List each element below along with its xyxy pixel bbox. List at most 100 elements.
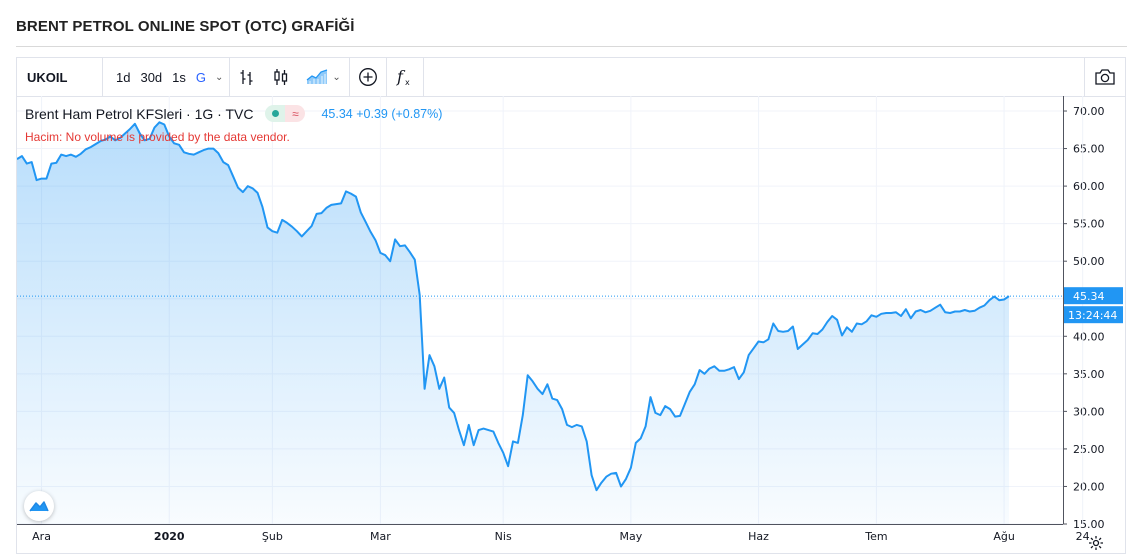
price-chart[interactable]: 15.0020.0025.0030.0035.0040.0045.0050.00…: [17, 58, 1125, 553]
interval-30d[interactable]: 30d: [140, 69, 163, 85]
data-point: [714, 366, 715, 367]
data-point: [277, 232, 278, 233]
data-point: [493, 431, 494, 432]
legend-price: 45.34 +0.39 (+0.87%): [321, 106, 443, 121]
interval-1d[interactable]: 1d: [116, 69, 131, 85]
data-point: [483, 428, 484, 429]
data-point: [301, 236, 302, 237]
data-point: [999, 300, 1000, 301]
y-tick-label: 20.00: [1073, 480, 1105, 493]
data-point: [90, 146, 91, 147]
candlestick-button[interactable]: [264, 58, 298, 96]
data-point: [954, 311, 955, 312]
chart-settings-button[interactable]: [1085, 532, 1107, 554]
data-point: [336, 204, 337, 205]
data-point: [532, 381, 533, 382]
data-point: [640, 438, 641, 439]
data-point: [414, 259, 415, 260]
legend-status-pills[interactable]: ≈: [265, 105, 306, 122]
x-tick-label: 24: [1076, 530, 1090, 543]
data-point: [886, 312, 887, 313]
x-tick-label: May: [619, 530, 642, 543]
bar-chart-icon: [240, 70, 253, 85]
data-point: [183, 152, 184, 153]
symbol-search-button[interactable]: UKOIL: [17, 58, 103, 96]
chevron-down-icon[interactable]: ⌄: [215, 71, 224, 83]
data-point: [596, 490, 597, 491]
data-point: [979, 307, 980, 308]
data-point: [704, 373, 705, 374]
data-point: [768, 339, 769, 340]
data-point: [331, 204, 332, 205]
x-tick-label: Ara: [32, 530, 51, 543]
interval-g[interactable]: G: [195, 69, 207, 85]
data-point: [341, 203, 342, 204]
data-point: [827, 321, 828, 322]
data-point: [419, 294, 420, 295]
data-point: [31, 161, 32, 162]
data-point: [900, 315, 901, 316]
data-point: [763, 342, 764, 343]
data-point: [26, 163, 27, 164]
data-point: [738, 378, 739, 379]
data-point: [478, 430, 479, 431]
price-area: [17, 122, 1009, 525]
data-point: [989, 300, 990, 301]
add-indicator-button[interactable]: [350, 58, 387, 96]
data-point: [61, 154, 62, 155]
market-status-icon: [265, 105, 286, 122]
data-point: [694, 384, 695, 385]
data-point: [326, 207, 327, 208]
data-point: [262, 207, 263, 208]
interval-1s[interactable]: 1s: [172, 69, 186, 85]
chart-style-button[interactable]: ⌄: [298, 58, 350, 96]
add-indicator-icon: [358, 68, 377, 86]
data-point: [547, 384, 548, 385]
data-point: [645, 426, 646, 427]
data-point: [797, 348, 798, 349]
data-point: [571, 427, 572, 428]
data-point: [758, 341, 759, 342]
data-point: [709, 368, 710, 369]
data-point: [345, 191, 346, 192]
x-tick-label: Tem: [864, 530, 887, 543]
bar-chart-button[interactable]: [230, 58, 264, 96]
delayed-data-icon: ≈: [285, 105, 306, 122]
data-point: [321, 213, 322, 214]
price-line: [17, 121, 1010, 492]
data-point: [527, 375, 528, 376]
last-price-label: 45.34: [1073, 290, 1105, 303]
data-point: [257, 192, 258, 193]
data-point: [75, 156, 76, 157]
data-point: [581, 426, 582, 427]
data-point: [817, 333, 818, 334]
data-point: [370, 231, 371, 232]
data-point: [871, 315, 872, 316]
data-point: [964, 309, 965, 310]
data-point: [458, 430, 459, 431]
data-point: [846, 327, 847, 328]
data-point: [522, 415, 523, 416]
countdown-label: 13:24:44: [1068, 309, 1117, 322]
data-point: [242, 192, 243, 193]
y-tick-label: 55.00: [1073, 218, 1105, 231]
data-point: [630, 467, 631, 468]
data-point: [463, 445, 464, 446]
data-point: [674, 416, 675, 417]
data-point: [512, 441, 513, 442]
x-tick-label: Şub: [262, 530, 283, 543]
data-point: [728, 369, 729, 370]
data-point: [940, 304, 941, 305]
y-tick-label: 50.00: [1073, 255, 1105, 268]
data-point: [743, 372, 744, 373]
tradingview-logo[interactable]: [24, 491, 54, 521]
data-point: [296, 231, 297, 232]
series-name: Brent Ham Petrol KFSleri · 1G · TVC: [25, 105, 254, 122]
title-divider: [16, 46, 1127, 47]
data-point: [841, 335, 842, 336]
y-tick-label: 40.00: [1073, 330, 1105, 343]
data-point: [920, 309, 921, 310]
screenshot-button[interactable]: [1084, 58, 1125, 96]
